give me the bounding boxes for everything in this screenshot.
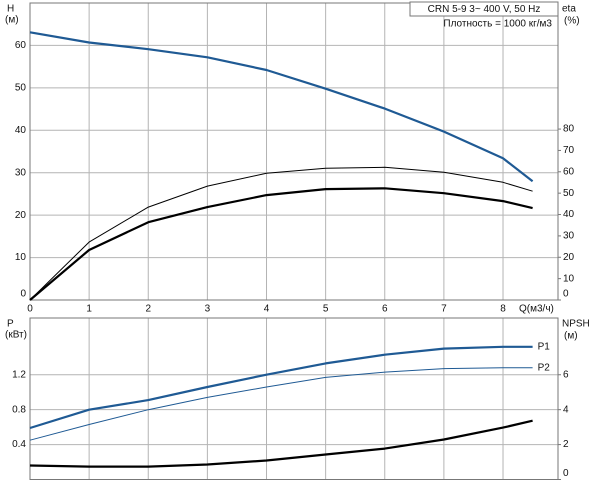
y2-tick-label: 4: [563, 404, 569, 415]
curve-label: P2: [538, 362, 551, 373]
y2-tick-label: 6: [563, 369, 569, 380]
y-tick-label: 0.8: [12, 404, 26, 415]
plot-frame: [29, 2, 559, 301]
y2-tick-label: 0: [563, 289, 569, 300]
y-tick-label: 30: [15, 167, 27, 178]
y-tick-label: 10: [15, 252, 27, 263]
x-tick-label: 3: [205, 304, 211, 315]
y2-axis-label: eta: [562, 4, 576, 15]
y-tick-label: 0.4: [12, 439, 26, 450]
y2-tick-label: 20: [563, 252, 575, 263]
y-axis-label: H: [7, 4, 14, 15]
curve: [29, 419, 533, 468]
y-tick-label: 20: [15, 210, 27, 221]
curve: [29, 367, 533, 441]
chart-subtitle: Плотность = 1000 кг/м3: [443, 19, 552, 30]
y-tick-label: 1.2: [12, 369, 26, 380]
y2-tick-label: 2: [563, 439, 569, 450]
x-tick-label: 7: [441, 304, 447, 315]
curve: [29, 166, 533, 301]
y2-tick-label: 70: [563, 145, 575, 156]
x-tick-label: 1: [86, 304, 92, 315]
curve: [29, 31, 534, 183]
title-box: [409, 1, 559, 17]
y-tick-label: 50: [15, 82, 27, 93]
curve: [29, 345, 533, 430]
y2-tick-label: 60: [563, 166, 575, 177]
y-tick-label: 60: [15, 40, 27, 51]
y-tick-label: 0: [20, 289, 26, 300]
y2-tick-label: 10: [563, 273, 575, 284]
plot-frame: [29, 317, 559, 480]
chart-title: CRN 5-9 3~ 400 V, 50 Hz: [428, 4, 541, 15]
x-tick-label: 2: [145, 304, 151, 315]
x-tick-label: 0: [27, 304, 33, 315]
x-tick-label: 5: [323, 304, 329, 315]
y-tick-label: 40: [15, 125, 27, 136]
y-axis-unit: (м): [5, 15, 19, 26]
y2-tick-label: 80: [563, 124, 575, 135]
curve-label: P1: [538, 341, 551, 352]
x-tick-label: 6: [382, 304, 388, 315]
y-axis-label: P: [7, 319, 14, 330]
x-tick-label: 4: [264, 304, 270, 315]
y2-axis-unit: (м): [564, 331, 578, 342]
y2-axis-unit: (%): [564, 16, 580, 27]
x-tick-label: 8: [500, 304, 506, 315]
x-axis-label: Q(м3/ч): [519, 304, 554, 315]
curve: [29, 187, 533, 301]
y2-tick-label: 40: [563, 209, 575, 220]
y2-tick-label: 0: [563, 468, 569, 479]
y2-axis-label: NPSH: [562, 319, 590, 330]
y-axis-unit: (кВт): [5, 330, 27, 341]
y2-tick-label: 30: [563, 231, 575, 242]
y2-tick-label: 50: [563, 188, 575, 199]
